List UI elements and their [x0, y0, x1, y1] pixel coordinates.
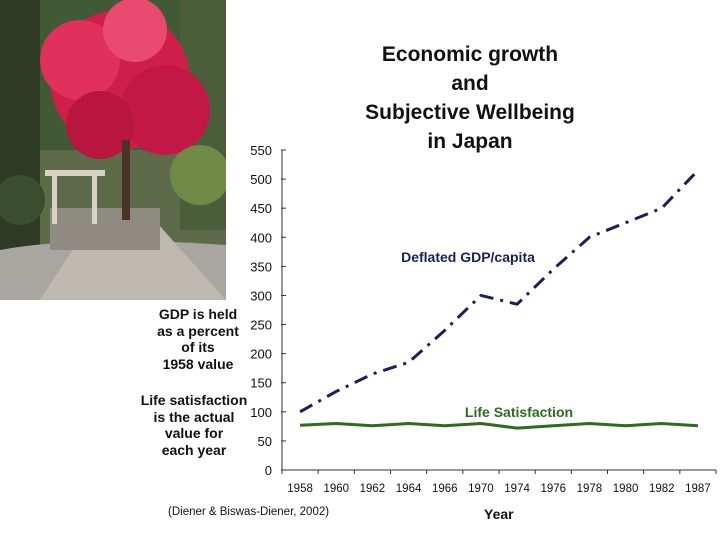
- x-tick-label: 1966: [432, 483, 458, 495]
- gdp-annotation-line: as a percent: [157, 322, 239, 339]
- y-tick-label: 400: [250, 230, 272, 245]
- title-line: in Japan: [427, 130, 513, 153]
- y-tick-label: 150: [250, 376, 272, 391]
- y-tick-label: 250: [250, 318, 272, 333]
- series-label-life-satisfaction: Life Satisfaction: [465, 404, 573, 420]
- x-tick-label: 1960: [323, 483, 349, 495]
- ls-annotation-line: Life satisfaction: [140, 392, 248, 408]
- x-tick-label: 1964: [396, 483, 422, 495]
- x-axis-label: Year: [484, 506, 514, 522]
- y-tick-label: 100: [250, 405, 272, 420]
- chart-title: Economic growth and Subjective Wellbeing…: [330, 40, 610, 156]
- y-tick-label: 350: [250, 259, 272, 274]
- y-tick-label: 550: [250, 143, 272, 158]
- series-line-gdp: [299, 169, 700, 414]
- series-label-gdp: Deflated GDP/capita: [401, 249, 535, 265]
- x-tick-label: 1987: [685, 483, 711, 495]
- y-tick-label: 300: [250, 288, 272, 303]
- shrine-photo: [0, 0, 226, 300]
- source-citation: (Diener & Biswas-Diener, 2002): [168, 506, 330, 518]
- y-tick-label: 200: [250, 347, 272, 362]
- y-tick-label: 0: [265, 463, 272, 478]
- ls-annotation-line: is the actual: [153, 408, 235, 425]
- x-tick-label: 1974: [504, 483, 530, 495]
- ls-annotation-line: value for: [164, 425, 224, 441]
- ls-annotation-line: each year: [161, 441, 227, 458]
- title-line: Economic growth: [381, 43, 559, 66]
- x-tick-label: 1962: [360, 483, 386, 495]
- x-tick-label: 1980: [613, 483, 639, 495]
- x-tick-label: 1982: [649, 483, 675, 495]
- life-satisfaction-annotation: Life satisfaction is the actual value fo…: [136, 392, 252, 458]
- x-tick-label: 1958: [287, 483, 313, 495]
- y-tick-label: 50: [258, 434, 272, 449]
- series-line-life-satisfaction: [300, 421, 699, 430]
- gdp-annotation-line: GDP is held: [158, 306, 238, 322]
- y-tick-label: 500: [250, 172, 272, 187]
- gdp-annotation: GDP is held as a percent of its 1958 val…: [148, 306, 248, 372]
- chart-series-layer: [299, 169, 700, 430]
- y-tick-label: 450: [250, 201, 272, 216]
- title-line: Subjective Wellbeing: [365, 101, 575, 124]
- x-tick-label: 1978: [577, 483, 603, 495]
- x-tick-label: 1976: [540, 483, 566, 495]
- title-line: and: [451, 72, 489, 95]
- gdp-annotation-line: of its: [181, 339, 215, 355]
- chart-axes: 0 50 100 150 200 250 300 350 400 450 500 550 1958 196…: [250, 143, 717, 495]
- gdp-annotation-line: 1958 value: [162, 355, 234, 372]
- x-tick-label: 1970: [468, 483, 494, 495]
